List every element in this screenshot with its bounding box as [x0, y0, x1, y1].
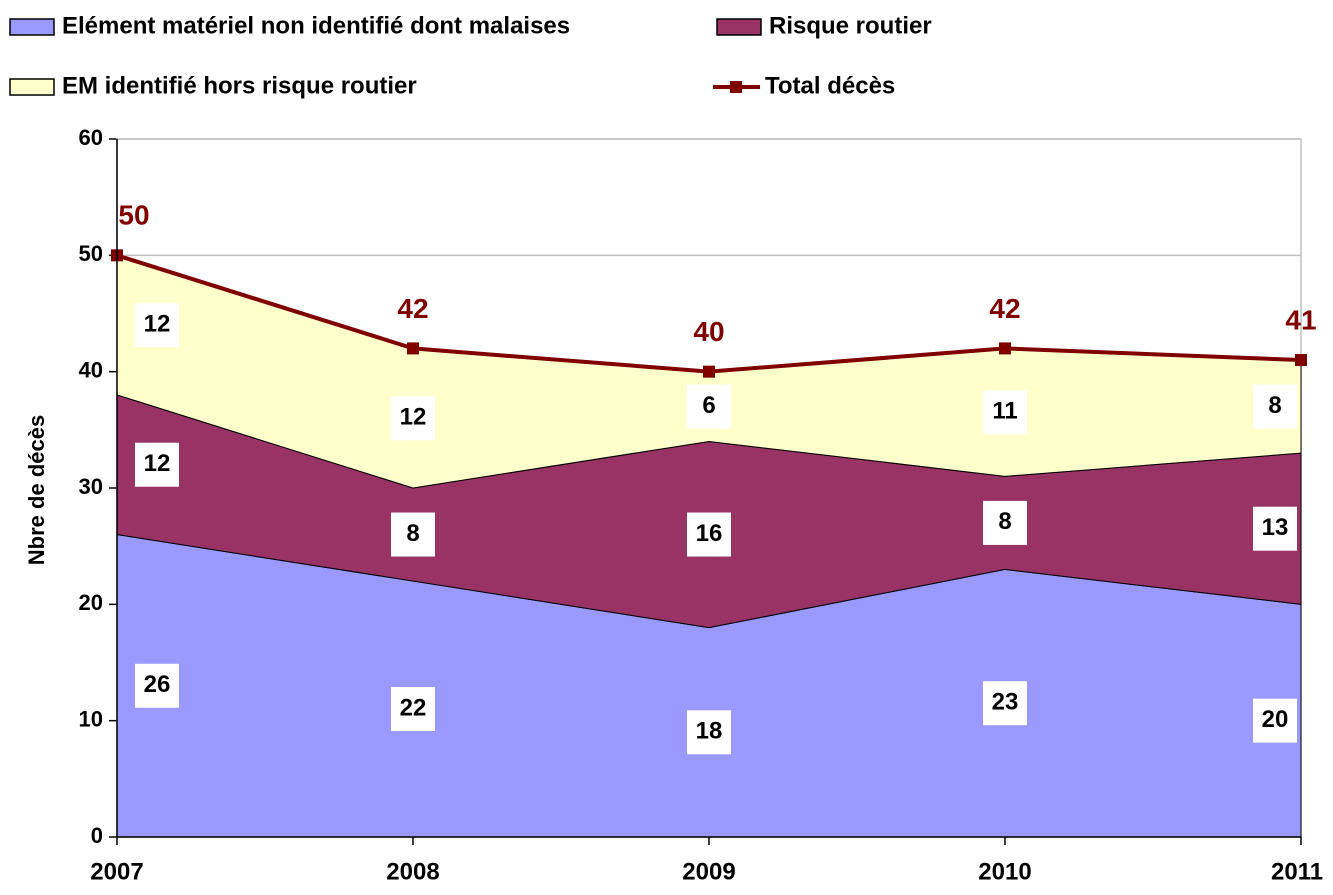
- line-marker: [407, 342, 419, 355]
- line-marker: [703, 365, 715, 378]
- x-tick-label: 2007: [90, 858, 143, 885]
- data-label: 16: [696, 520, 723, 547]
- y-tick-label: 0: [91, 823, 103, 848]
- data-label: 26: [144, 671, 171, 698]
- data-label-box: [983, 500, 1027, 545]
- data-label: 18: [696, 718, 723, 745]
- data-label-box: [687, 512, 731, 557]
- y-tick-label: 50: [79, 241, 103, 266]
- total-label: 42: [397, 293, 428, 324]
- y-axis-label: Nbre de décès: [24, 415, 49, 565]
- data-label: 8: [998, 508, 1011, 535]
- data-label: 12: [400, 404, 427, 431]
- line-marker: [1295, 354, 1307, 367]
- data-label-box: [1253, 506, 1297, 551]
- data-label-box: [1253, 384, 1297, 429]
- data-label: 8: [406, 520, 419, 547]
- data-label: 6: [702, 392, 715, 419]
- legend-label: EM identifié hors risque routier: [62, 72, 417, 99]
- legend-label: Elément matériel non identifié dont mala…: [62, 12, 570, 39]
- total-label: 41: [1285, 304, 1316, 335]
- data-label-box: [1253, 698, 1297, 743]
- total-label: 50: [118, 200, 149, 231]
- line-marker: [999, 342, 1011, 355]
- data-label: 12: [144, 310, 171, 337]
- y-tick-label: 10: [79, 706, 103, 731]
- data-label: 12: [144, 450, 171, 477]
- data-label-box: [687, 384, 731, 429]
- total-label: 42: [989, 293, 1020, 324]
- data-label: 20: [1262, 706, 1289, 733]
- legend-label: Risque routier: [769, 12, 932, 39]
- data-label: 8: [1268, 392, 1281, 419]
- y-tick-label: 40: [79, 357, 103, 382]
- data-label: 13: [1262, 514, 1289, 541]
- y-tick-label: 60: [79, 125, 103, 150]
- data-label-box: [983, 681, 1027, 726]
- data-label: 22: [400, 694, 427, 721]
- total-label: 40: [693, 316, 724, 347]
- x-tick-label: 2010: [978, 858, 1031, 885]
- legend-swatch: [9, 78, 55, 96]
- y-tick-label: 30: [79, 474, 103, 499]
- x-tick-label: 2009: [682, 858, 735, 885]
- data-label-box: [135, 663, 179, 708]
- data-label-box: [391, 396, 435, 441]
- x-tick-label: 2011: [1271, 858, 1323, 885]
- data-label-box: [391, 512, 435, 557]
- legend-label: Total décès: [765, 72, 895, 99]
- legend-swatch: [716, 18, 762, 36]
- data-label: 23: [992, 689, 1019, 716]
- data-label: 11: [992, 398, 1017, 425]
- data-label-box: [983, 390, 1027, 435]
- data-label-box: [135, 303, 179, 348]
- legend-marker: [730, 81, 742, 93]
- y-tick-label: 20: [79, 590, 103, 615]
- legend-swatch: [9, 18, 55, 36]
- data-label-box: [391, 687, 435, 732]
- data-label-box: [135, 442, 179, 487]
- x-tick-label: 2008: [386, 858, 439, 885]
- data-label-box: [687, 710, 731, 755]
